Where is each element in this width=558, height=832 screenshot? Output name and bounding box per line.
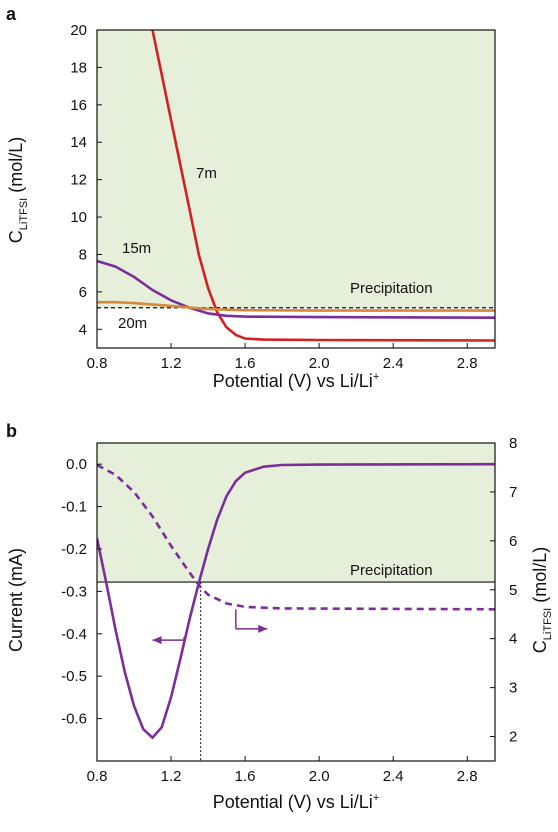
a-x-tick-label: 1.6 [235,355,256,372]
panel-b-label: b [6,421,17,441]
a-series-layer [97,30,495,342]
b-left-tick-label: -0.2 [61,541,87,558]
a-y-tick-label: 20 [70,22,87,39]
a-x-tick-label: 1.2 [161,355,182,372]
b-x-tick-label: 1.6 [235,768,256,785]
a-x-axis-ticks: 0.8 1.2 1.6 2.0 2.4 2.8 [87,343,478,372]
b-precipitation-region [97,443,495,583]
b-right-tick-label: 7 [509,484,517,501]
b-right-tick-label: 4 [509,631,517,648]
b-left-tick-label: -0.5 [61,668,87,685]
b-right-axis-label: CLiTFSI (mol/L) [530,547,554,653]
a-x-axis-label: Potential (V) vs Li/Li+ [213,371,380,391]
a-precipitation-label: Precipitation [350,280,433,297]
b-x-tick-label: 2.4 [383,768,404,785]
b-plot-frame [96,442,496,762]
b-left-axis-label: Current (mA) [6,548,26,652]
b-right-tick-label: 8 [509,435,517,452]
b-left-tick-label: -0.3 [61,583,87,600]
a-series-line-20m [97,300,495,312]
b-right-tick-label: 2 [509,729,517,746]
panel-a: a 0.8 1.2 1.6 2.0 2.4 2.8 4 6 8 10 12 14 16 18 20 Pot… [6,4,496,391]
b-x-tick-label: 0.8 [87,768,108,785]
a-y-tick-label: 16 [70,97,87,114]
b-left-axis-ticks: 0.0 -0.1 -0.2 -0.3 -0.4 -0.5 -0.6 [61,456,102,728]
b-x-tick-label: 2.8 [457,768,478,785]
a-y-axis-label: CLiTFSI (mol/L) [6,137,30,243]
a-plot-frame [96,29,496,349]
b-right-tick-label: 5 [509,582,517,599]
b-precipitation-label: Precipitation [350,562,433,579]
a-y-tick-label: 14 [70,134,87,151]
a-label-20m: 20m [118,315,147,332]
b-x-axis-label: Potential (V) vs Li/Li+ [213,792,380,812]
a-y-tick-label: 10 [70,209,87,226]
b-x-tick-label: 1.2 [161,768,182,785]
a-precipitation-region [97,30,495,308]
a-background [97,30,495,308]
b-x-tick-label: 2.0 [309,768,330,785]
a-label-15m: 15m [122,240,151,257]
a-y-axis-ticks: 4 6 8 10 12 14 16 18 20 [70,22,102,338]
b-right-axis-ticks: 2 3 4 5 6 7 8 [490,435,517,746]
a-y-tick-label: 6 [79,284,87,301]
b-left-tick-label: -0.6 [61,711,87,728]
panel-b: b 0.8 1.2 1.6 2.0 2.4 2.8 0.0 -0.1 -0.2 -0.3 -0.4… [6,421,554,812]
b-right-tick-label: 3 [509,680,517,697]
a-y-tick-label: 18 [70,59,87,76]
a-x-tick-label: 0.8 [87,355,108,372]
b-left-tick-label: -0.1 [61,499,87,516]
a-label-7m: 7m [196,165,217,182]
b-right-tick-label: 6 [509,533,517,550]
b-left-tick-label: 0.0 [66,456,87,473]
a-x-tick-label: 2.0 [309,355,330,372]
b-x-axis-ticks: 0.8 1.2 1.6 2.0 2.4 2.8 [87,756,478,785]
b-series-line-current [97,462,495,739]
b-series-layer [97,462,495,761]
a-y-tick-label: 8 [79,246,87,263]
b-left-tick-label: -0.4 [61,626,87,643]
a-y-tick-label: 12 [70,172,87,189]
a-y-tick-label: 4 [79,321,87,338]
b-axis-arrow-head [258,624,268,633]
b-series-line-concentration [97,463,495,611]
b-background [97,443,495,583]
panel-a-label: a [6,4,17,24]
a-x-tick-label: 2.8 [457,355,478,372]
a-series-line-7m [151,30,495,342]
b-axis-arrow-head [152,636,162,645]
a-x-tick-label: 2.4 [383,355,404,372]
